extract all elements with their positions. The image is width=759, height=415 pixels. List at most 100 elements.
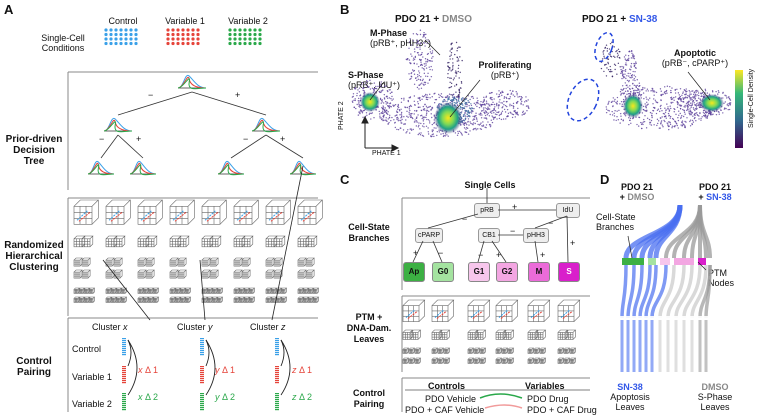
c-sign-phh3-plus: + — [540, 250, 546, 260]
pairing-bar — [200, 376, 204, 378]
d-dmso-label: DMSO S-Phase Leaves — [697, 382, 733, 412]
pairing-bar — [122, 354, 126, 356]
condition-dot — [196, 28, 200, 32]
delta-x2: x Δ 2 — [138, 392, 159, 402]
condition-dot — [104, 37, 108, 41]
pairing-bar — [122, 380, 126, 382]
pairing-bar — [200, 374, 204, 376]
pairing-bar — [122, 368, 126, 370]
condition-dot — [238, 37, 242, 41]
condition-dot — [243, 41, 247, 46]
pairing-bar — [200, 393, 204, 395]
ptm-leaves-title: PTM + DNA-Dam. Leaves — [346, 312, 392, 344]
node-phh3: pHH3 — [523, 228, 549, 243]
condition-dot — [258, 37, 262, 41]
condition-dot — [171, 41, 175, 46]
condition-dot — [253, 41, 257, 46]
condition-dot — [243, 28, 247, 32]
condition-dot — [176, 32, 180, 37]
pairing-bar — [200, 340, 204, 342]
panel-a-label: A — [4, 2, 14, 17]
pairing-bar — [122, 374, 126, 376]
variables-header: Variables — [525, 381, 565, 391]
condition-dot — [233, 41, 237, 46]
condition-dot — [114, 32, 118, 37]
pairing-bar — [200, 370, 204, 372]
pairing-bar — [200, 395, 204, 397]
pairing-bar — [200, 342, 204, 344]
condition-variable1-label: Variable 1 — [165, 16, 205, 26]
pairing-bar — [275, 405, 279, 407]
c-sign-prb-minus: − — [462, 214, 468, 224]
pairing-title-a: Control Pairing — [16, 356, 52, 378]
condition-dot — [248, 41, 252, 46]
tree-plus-l2b: + — [280, 134, 286, 144]
pairing-bar — [275, 366, 279, 368]
mphase-label: M-Phase (pRB⁺, pHH3⁺) — [370, 28, 432, 48]
d-node-s — [698, 258, 706, 265]
pairing-bar — [200, 372, 204, 374]
control-pdo-vehicle: PDO Vehicle — [425, 394, 477, 404]
node-idu: IdU — [556, 203, 580, 218]
condition-dot — [181, 28, 185, 32]
pairing-bar — [200, 366, 204, 368]
distribution-curve — [103, 121, 133, 133]
condition-dot — [228, 37, 232, 41]
condition-dot — [171, 37, 175, 41]
panel-c-label: C — [340, 172, 350, 187]
condition-dot — [124, 32, 128, 37]
pairing-bar — [122, 399, 126, 401]
condition-dot — [119, 28, 123, 32]
delta-z1: z Δ 1 — [292, 365, 313, 375]
c-sign-cb1-minus: − — [478, 250, 484, 260]
leaf-g2: G2 — [496, 262, 518, 282]
pairing-bar — [275, 376, 279, 378]
pairing-bar — [275, 342, 279, 344]
condition-dot — [196, 41, 200, 46]
pairing-bar — [275, 401, 279, 403]
delta-x1: x Δ 1 — [138, 365, 159, 375]
pairing-bar — [200, 407, 204, 409]
pairing-bar — [122, 397, 126, 399]
condition-dot — [119, 37, 123, 41]
condition-dot — [119, 41, 123, 46]
decision-tree-title: Prior-driven Decision Tree — [5, 134, 63, 167]
pairing-row-variable1: Variable 1 — [72, 372, 112, 382]
pairing-bar — [122, 405, 126, 407]
condition-dot — [248, 28, 252, 32]
pairing-bar — [122, 370, 126, 372]
pairing-bar — [122, 409, 126, 411]
condition-dot — [233, 28, 237, 32]
pairing-title-c: Control Pairing — [353, 388, 385, 409]
pairing-bar — [122, 366, 126, 368]
node-cparp: cPARP — [415, 228, 443, 243]
dmso-sphase-hotspot — [360, 92, 380, 112]
condition-dot — [258, 41, 262, 46]
condition-dot — [233, 37, 237, 41]
pairing-row-variable2: Variable 2 — [72, 399, 112, 409]
d-node-g0 — [648, 258, 656, 265]
pairing-bar — [122, 348, 126, 350]
d-node-g2 — [674, 258, 694, 265]
condition-dot — [129, 28, 133, 32]
dmso-proliferating-hotspot — [434, 102, 462, 134]
leaf-s: S — [558, 262, 580, 282]
condition-dot — [134, 32, 138, 37]
condition-dot — [109, 37, 113, 41]
condition-dot — [181, 37, 185, 41]
pairing-bar — [122, 395, 126, 397]
condition-dot — [258, 28, 262, 32]
c-sign-cb1-plus: + — [496, 250, 502, 260]
panel-b-title-left: PDO 21 + DMSO — [395, 14, 472, 25]
pairing-bar — [200, 344, 204, 346]
c-sign-cparp-plus: + — [413, 248, 419, 258]
sn38-empty-mphase-outline — [594, 31, 614, 63]
distribution-curve — [87, 164, 115, 176]
pairing-bar — [200, 348, 204, 350]
condition-dot — [181, 32, 185, 37]
pairing-bar — [200, 409, 204, 411]
pairing-bar — [275, 407, 279, 409]
condition-control-label: Control — [108, 16, 138, 26]
